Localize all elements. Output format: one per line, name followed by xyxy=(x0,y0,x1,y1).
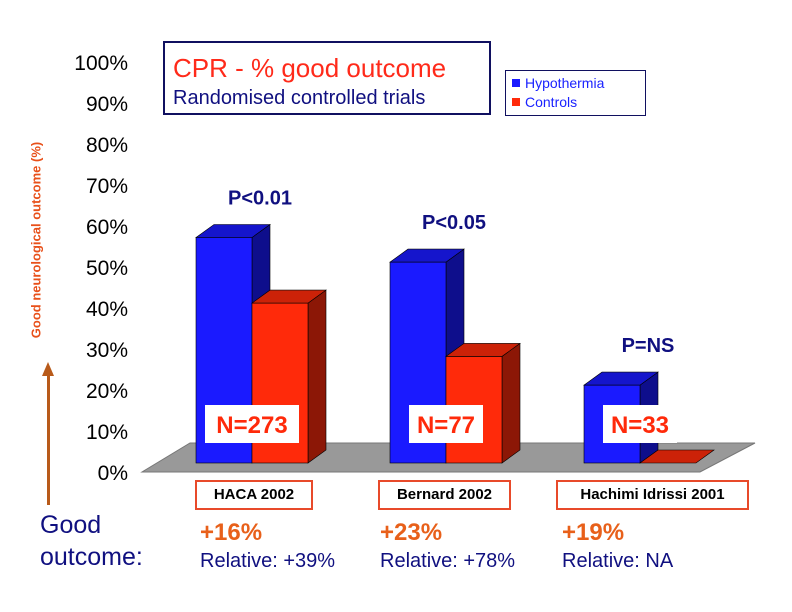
p-value-label: P=NS xyxy=(622,335,675,357)
chart-title: CPR - % good outcome xyxy=(173,53,447,83)
bar-controls-bernard-top xyxy=(445,343,521,357)
sample-size-label: N=33 xyxy=(611,412,669,439)
relative-gain-bernard: Relative: +78% xyxy=(380,550,516,572)
sample-size-label: N=77 xyxy=(417,412,475,439)
y-tick-label: 100% xyxy=(74,52,128,75)
chart-subtitle: Randomised controlled trials xyxy=(173,87,426,109)
good-outcome-label-line1: Good xyxy=(40,511,102,539)
y-tick-label: 0% xyxy=(98,462,128,485)
y-tick-label: 80% xyxy=(86,134,128,157)
relative-gain-hachimi: Relative: NA xyxy=(562,550,674,572)
study-label-bernard: Bernard 2002 xyxy=(378,480,511,510)
good-outcome-label-line2: outcome: xyxy=(40,543,143,571)
study-label-hachimi: Hachimi Idrissi 2001 xyxy=(556,480,749,510)
sample-size-label: N=273 xyxy=(216,412,287,439)
p-value-label: P<0.01 xyxy=(228,188,292,210)
bar-controls-bernard-side xyxy=(501,342,521,464)
chart-title-box: CPR - % good outcome Randomised controll… xyxy=(163,41,491,115)
p-value-label: P<0.05 xyxy=(422,212,486,234)
bar-controls-haca-top xyxy=(251,289,327,304)
legend: Hypothermia Controls xyxy=(505,70,646,116)
absolute-gain-bernard: +23% xyxy=(380,519,443,546)
study-label-haca: HACA 2002 xyxy=(195,480,313,510)
sample-size-box xyxy=(603,405,677,443)
legend-item-controls: Controls xyxy=(512,94,577,110)
absolute-gain-haca: +16% xyxy=(200,519,263,546)
y-tick-label: 60% xyxy=(86,216,128,239)
y-tick-label: 70% xyxy=(86,175,128,198)
y-tick-label: 40% xyxy=(86,298,128,321)
legend-label-hypothermia: Hypothermia xyxy=(525,75,605,91)
legend-item-hypothermia: Hypothermia xyxy=(512,75,604,91)
y-axis-label: Good neurological outcome (%) xyxy=(28,141,44,339)
y-tick-label: 20% xyxy=(86,380,128,403)
bar-hypothermia-haca-top xyxy=(195,224,271,238)
relative-gain-haca: Relative: +39% xyxy=(200,550,336,572)
bar-hypothermia-bernard-top xyxy=(389,248,465,263)
y-tick-label: 10% xyxy=(86,421,128,444)
bar-controls-haca-side xyxy=(307,289,327,464)
legend-label-controls: Controls xyxy=(525,94,578,110)
bar-controls-hachimi-top xyxy=(639,449,715,464)
legend-swatch-hypothermia xyxy=(512,79,520,87)
up-arrow-shaft xyxy=(47,368,50,505)
sample-size-box xyxy=(409,405,483,443)
bar-hypothermia-hachimi-top xyxy=(583,371,659,386)
absolute-gain-hachimi: +19% xyxy=(562,519,625,546)
y-tick-label: 90% xyxy=(86,93,128,116)
y-tick-label: 30% xyxy=(86,339,128,362)
legend-swatch-controls xyxy=(512,98,520,106)
y-tick-label: 50% xyxy=(86,257,128,280)
sample-size-box xyxy=(205,405,299,443)
